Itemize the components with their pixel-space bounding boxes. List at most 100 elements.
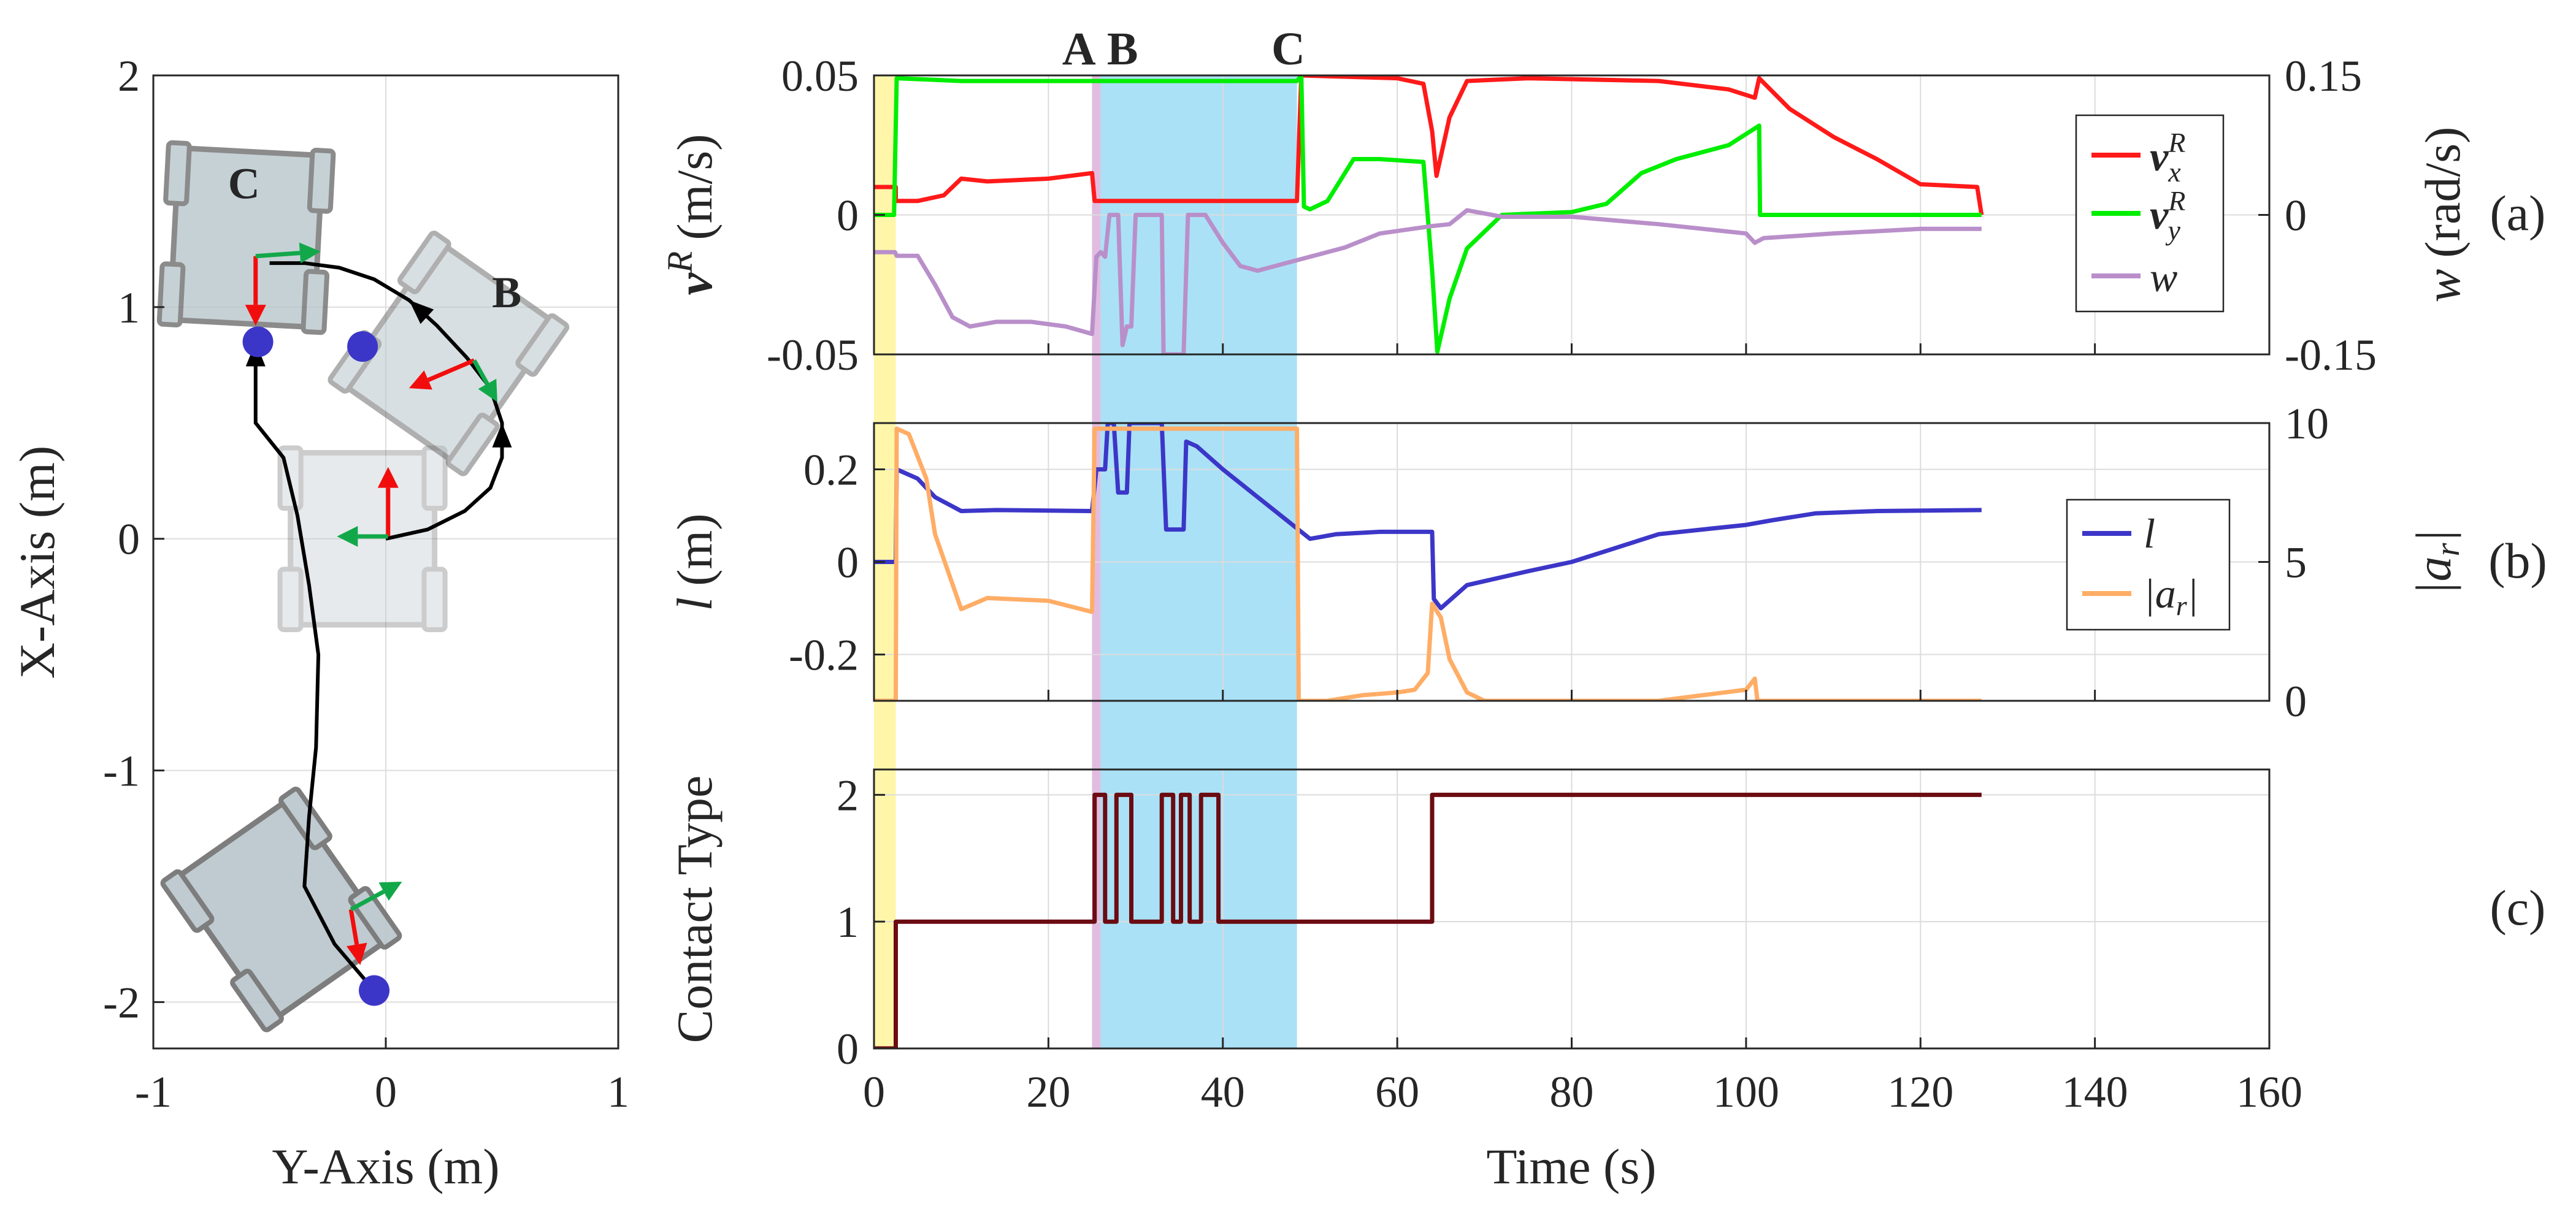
- lever-panel-label: (b): [2488, 533, 2547, 589]
- robot-wheel: [301, 269, 330, 335]
- lever-ylabel-right-close: |: [2405, 529, 2461, 543]
- velocity-ylabel-unit: (m/s): [667, 134, 723, 240]
- velocity-ytick-right-label: 0: [2285, 191, 2307, 240]
- trajectory-ylabel: X-Axis (m): [9, 446, 65, 679]
- phase-marker-A: A: [1062, 23, 1096, 75]
- trajectory-ticks: -1 0 1 -2 -1 0 1 2: [103, 52, 629, 1117]
- lever-ylabel-right-main: |a: [2405, 556, 2461, 595]
- velocity-lines: [874, 75, 1984, 354]
- velocity-ylabel-right-main: w: [2415, 269, 2471, 302]
- contact-xtick-label: 100: [1713, 1067, 1779, 1117]
- frame-x-arrow-1-head: [377, 467, 399, 488]
- contact-xtick-label: 160: [2236, 1067, 2302, 1117]
- traj-ytick-label: -2: [103, 978, 140, 1027]
- contact-ylabel: Contact Type: [667, 776, 723, 1044]
- frame-y-arrow-3-head: [299, 242, 321, 264]
- contact-point-0: [359, 975, 390, 1006]
- contact-xtick-label: 120: [1887, 1067, 1953, 1117]
- traj-ytick-label: -1: [103, 747, 140, 796]
- velocity-panel-label: (a): [2490, 185, 2545, 241]
- velocity-ylabel: vR (m/s): [660, 134, 723, 296]
- robot-wheel: [230, 968, 284, 1033]
- frame-x-arrow-0-shaft: [348, 909, 359, 945]
- velocity-series-0: [874, 75, 1984, 216]
- velocity-ylabel-main: v: [667, 272, 723, 295]
- robot-body-0: [160, 787, 402, 1033]
- traj-ytick-label: 1: [118, 283, 140, 332]
- robot-chassis: [173, 798, 389, 1021]
- legend-entry-l: l: [2082, 510, 2155, 557]
- trajectory-xlabel: Y-Axis (m): [272, 1139, 499, 1194]
- traj-ytick-label: 0: [118, 515, 140, 564]
- legend-entry-w: w: [2091, 254, 2177, 300]
- lever-series-1: [874, 426, 1982, 701]
- contact-xtick-label: 60: [1375, 1067, 1419, 1117]
- robot-wheel: [421, 567, 448, 632]
- lever-ytick-right-label: 0: [2285, 677, 2307, 726]
- phase-marker-B: B: [1107, 23, 1138, 75]
- robot-wheel: [163, 140, 192, 207]
- robot-chassis: [340, 242, 557, 465]
- lever-ylabel-right: |ar|: [2405, 529, 2467, 595]
- frame-y-arrow-0-head: [378, 881, 402, 901]
- legend-entry-ar: |ar|: [2082, 570, 2198, 621]
- velocity-ytick-label: -0.05: [767, 330, 859, 380]
- traj-xtick-label: 0: [375, 1067, 397, 1117]
- arc1-direction-arrow: [492, 422, 512, 448]
- contact-xtick-label: 20: [1026, 1067, 1070, 1117]
- robot-wheel: [445, 413, 500, 476]
- contact-xtick-label: 80: [1550, 1067, 1594, 1117]
- region-B-C-gap-2: [1100, 701, 1297, 769]
- frame-x-arrow-0-head: [346, 942, 367, 965]
- lever-ytick-label: 0.2: [803, 446, 859, 495]
- robot-chassis: [167, 145, 326, 330]
- trajectory-arc-2: [269, 261, 469, 360]
- contact-ytick-label: 1: [837, 898, 859, 947]
- lever-ylabel: l (m): [667, 513, 723, 611]
- lever-lines: [874, 423, 1982, 701]
- frame-y-arrow-0-shaft: [350, 890, 385, 912]
- contact-ytick-label: 2: [837, 771, 859, 820]
- velocity-series-1: [874, 75, 1982, 354]
- lever-legend-box: [2066, 498, 2231, 631]
- legend-label-w: w: [2150, 254, 2177, 300]
- robot-wheel: [160, 869, 215, 933]
- region-initial-gap-1: [874, 354, 896, 423]
- region-A-gap-1: [1092, 354, 1101, 423]
- robot-wheel: [156, 261, 186, 327]
- legend-label-l: l: [2144, 510, 2155, 557]
- contact-series-0: [874, 792, 1982, 1048]
- region-initial-contact: [874, 769, 896, 1048]
- contact-xtick-label: 140: [2062, 1067, 2128, 1117]
- phase-marker-C: C: [1271, 23, 1305, 75]
- traj-ytick-label: 2: [118, 52, 140, 101]
- lever-ytick-right-label: 10: [2285, 399, 2329, 448]
- contact-xtick-label: 40: [1201, 1067, 1245, 1117]
- robot-wheel: [515, 313, 570, 377]
- lever-ylabel-unit: (m): [667, 513, 723, 586]
- velocity-legend: vR x vR y w: [2075, 114, 2225, 313]
- lever-legend: l |ar|: [2066, 498, 2231, 631]
- contact-panel-label: (c): [2490, 880, 2545, 936]
- velocity-ticks: -0.05 0 0.05 -0.15 0 0.15: [767, 52, 2377, 380]
- frame-y-arrow-1-head: [337, 525, 358, 547]
- robot-wheel: [277, 567, 304, 632]
- lever-ytick-right-label: 5: [2285, 538, 2307, 587]
- contact-ytick-label: 0: [837, 1025, 859, 1074]
- lever-ylabel-main: l: [667, 597, 723, 611]
- velocity-ylabel-right: w (rad/s): [2415, 127, 2471, 303]
- legend-entry-vy: vR y: [2091, 185, 2185, 246]
- trajectory-content: CB: [156, 140, 570, 1033]
- robot-wheel: [397, 231, 451, 294]
- legend-entry-vx: vR x: [2091, 127, 2185, 188]
- frame-x-arrow-2-head: [408, 370, 432, 390]
- frame-x-arrow-3-head: [245, 305, 266, 326]
- trajectory-label-1: B: [492, 268, 521, 317]
- contact-point-1: [347, 331, 378, 362]
- velocity-series-2: [874, 208, 1982, 354]
- lever-panel: -0.2 0 0.2 0 5 10 l (m) |ar| (b) l |ar|: [667, 399, 2547, 726]
